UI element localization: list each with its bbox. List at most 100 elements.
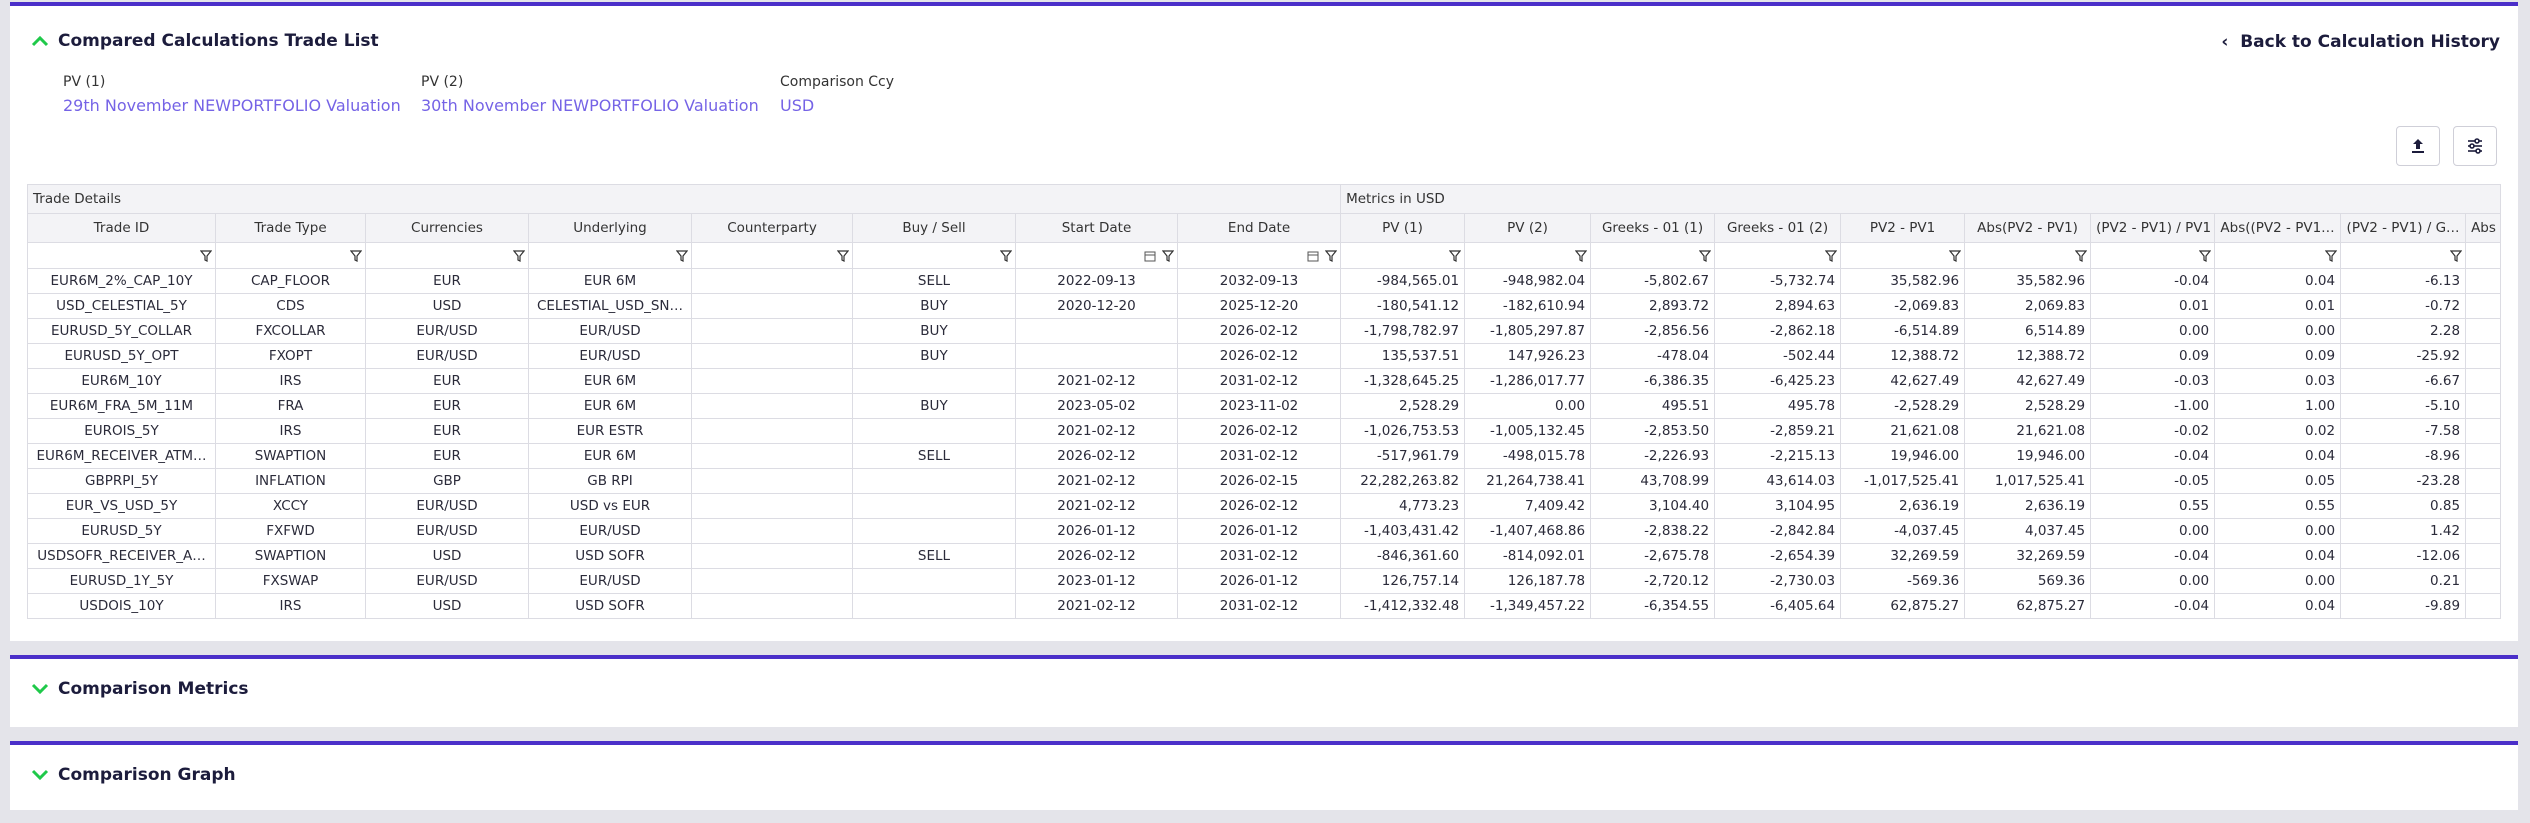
filter-icon[interactable] xyxy=(1948,249,1962,262)
table-row[interactable]: GBPRPI_5Y INFLATION GBP GB RPI 2021-02-12 202… xyxy=(27,468,2502,494)
settings-button[interactable] xyxy=(2453,126,2497,166)
export-button[interactable] xyxy=(2396,126,2440,166)
table-cell: 2026-01-12 xyxy=(1176,518,1342,544)
table-row[interactable]: USDOIS_10Y IRS USD USD SOFR 2021-02-12 2031-0… xyxy=(27,593,2502,619)
column-header[interactable]: PV2 - PV1 xyxy=(1840,213,1966,243)
table-cell: -1,026,753.53 xyxy=(1340,418,1466,444)
table-row[interactable]: EURUSD_1Y_5Y FXSWAP EUR/USD EUR/USD 2023-01-… xyxy=(27,568,2502,594)
filter-icon[interactable] xyxy=(1448,249,1462,262)
column-header[interactable]: Abs((PV2 - PV1… xyxy=(2214,213,2342,243)
column-header[interactable]: PV (1) xyxy=(1340,213,1466,243)
column-header[interactable]: (PV2 - PV1) / PV1 xyxy=(2090,213,2216,243)
column-header[interactable]: Buy / Sell xyxy=(852,213,1016,243)
collapse-icon[interactable] xyxy=(30,34,50,48)
table-row[interactable]: EURUSD_5Y_OPT FXOPT EUR/USD EUR/USD BUY 2026-… xyxy=(27,343,2502,369)
table-cell: -1,017,525.41 xyxy=(1840,468,1966,494)
table-cell: USD xyxy=(365,543,529,569)
filter-icon[interactable] xyxy=(2198,249,2212,262)
table-cell: 0.00 xyxy=(2090,318,2216,344)
table-cell: 2,893.72 xyxy=(1590,293,1716,319)
column-header[interactable]: Trade Type xyxy=(215,213,366,243)
filter-icon[interactable] xyxy=(1144,250,1156,262)
table-row[interactable]: USDSOFR_RECEIVER_A… SWAPTION USD USD SOFR SE… xyxy=(27,543,2502,569)
filter-icon[interactable] xyxy=(1824,249,1838,262)
table-cell: -0.04 xyxy=(2090,593,2216,619)
column-filter[interactable] xyxy=(1840,242,1966,269)
field-label: Comparison Ccy xyxy=(780,74,895,90)
column-filter[interactable] xyxy=(2090,242,2216,269)
column-header[interactable]: Greeks - 01 (2) xyxy=(1714,213,1842,243)
column-header[interactable]: Counterparty xyxy=(691,213,853,243)
column-filter[interactable] xyxy=(2340,242,2467,269)
column-header[interactable]: PV (2) xyxy=(1464,213,1592,243)
filter-icon[interactable] xyxy=(349,249,363,262)
filter-icon[interactable] xyxy=(675,249,689,262)
table-cell: -1,805,297.87 xyxy=(1464,318,1592,344)
column-filter[interactable] xyxy=(215,242,366,269)
table-cell xyxy=(691,268,853,294)
column-filter[interactable] xyxy=(1590,242,1716,269)
filter-icon[interactable] xyxy=(1324,249,1338,262)
table-cell: -1,798,782.97 xyxy=(1340,318,1466,344)
column-filter[interactable] xyxy=(1015,242,1178,269)
column-filter[interactable] xyxy=(528,242,692,269)
filter-icon[interactable] xyxy=(2074,249,2088,262)
filter-icon[interactable] xyxy=(199,249,213,262)
back-link-text[interactable]: Back to Calculation History xyxy=(2240,32,2500,52)
table-row[interactable]: EUR6M_10Y IRS EUR EUR 6M 2021-02-12 2031-02-1… xyxy=(27,368,2502,394)
column-filter[interactable] xyxy=(365,242,529,269)
field-value[interactable]: 30th November NEWPORTFOLIO Valuation xyxy=(421,96,759,115)
column-header[interactable]: Greeks - 01 (1) xyxy=(1590,213,1716,243)
expand-icon[interactable] xyxy=(30,768,50,782)
section-title[interactable]: Comparison Graph xyxy=(58,765,236,785)
table-cell: 12,388.72 xyxy=(1840,343,1966,369)
column-header[interactable]: (PV2 - PV1) / G… xyxy=(2340,213,2467,243)
table-row[interactable]: EUR6M_RECEIVER_ATM… SWAPTION EUR EUR 6M SELL… xyxy=(27,443,2502,469)
column-filter[interactable] xyxy=(1176,242,1342,269)
column-filter[interactable] xyxy=(27,242,216,269)
table-row[interactable]: EUROIS_5Y IRS EUR EUR ESTR 2021-02-12 2026-02… xyxy=(27,418,2502,444)
table-cell: USDOIS_10Y xyxy=(27,593,216,619)
section-title[interactable]: Comparison Metrics xyxy=(58,679,249,699)
column-filter[interactable] xyxy=(2465,242,2502,269)
field-value[interactable]: USD xyxy=(780,96,815,115)
table-row[interactable]: EURUSD_5Y_COLLAR FXCOLLAR EUR/USD EUR/USD BU… xyxy=(27,318,2502,344)
column-filter[interactable] xyxy=(1464,242,1592,269)
table-row[interactable]: EUR6M_FRA_5M_11M FRA EUR EUR 6M BUY 2023-05-0… xyxy=(27,393,2502,419)
table-cell xyxy=(691,368,853,394)
table-row[interactable]: USD_CELESTIAL_5Y CDS USD CELESTIAL_USD_SN… B… xyxy=(27,293,2502,319)
column-filter[interactable] xyxy=(1714,242,1842,269)
filter-icon[interactable] xyxy=(1161,249,1175,262)
field-value[interactable]: 29th November NEWPORTFOLIO Valuation xyxy=(63,96,401,115)
table-row[interactable]: EUR_VS_USD_5Y XCCY EUR/USD USD vs EUR 2021-0… xyxy=(27,493,2502,519)
filter-icon[interactable] xyxy=(2449,249,2463,262)
filter-icon[interactable] xyxy=(1307,250,1319,262)
column-filter[interactable] xyxy=(852,242,1016,269)
filter-icon[interactable] xyxy=(512,249,526,262)
column-header[interactable]: Abs xyxy=(2465,213,2502,243)
table-cell: USD SOFR xyxy=(528,593,692,619)
back-link[interactable]: ‹ Back to Calculation History xyxy=(2221,32,2500,52)
filter-icon[interactable] xyxy=(999,249,1013,262)
table-row[interactable]: EURUSD_5Y FXFWD EUR/USD EUR/USD 2026-01-12 20… xyxy=(27,518,2502,544)
filter-icon[interactable] xyxy=(836,249,850,262)
column-header[interactable]: End Date xyxy=(1176,213,1342,243)
column-filter[interactable] xyxy=(1964,242,2092,269)
table-row[interactable]: EUR6M_2%_CAP_10Y CAP_FLOOR EUR EUR 6M SELL 20… xyxy=(27,268,2502,294)
expand-icon[interactable] xyxy=(30,682,50,696)
column-header[interactable]: Underlying xyxy=(528,213,692,243)
table-cell: -0.05 xyxy=(2090,468,2216,494)
column-header[interactable]: Currencies xyxy=(365,213,529,243)
column-filter[interactable] xyxy=(691,242,853,269)
column-header[interactable]: Abs(PV2 - PV1) xyxy=(1964,213,2092,243)
column-header[interactable]: Trade ID xyxy=(27,213,216,243)
column-filter[interactable] xyxy=(1340,242,1466,269)
filter-icon[interactable] xyxy=(1574,249,1588,262)
filter-icon[interactable] xyxy=(1698,249,1712,262)
filter-icon[interactable] xyxy=(2324,249,2338,262)
column-header[interactable]: Start Date xyxy=(1015,213,1178,243)
field-label: PV (1) xyxy=(63,74,106,90)
column-filter[interactable] xyxy=(2214,242,2342,269)
table-cell: EUR/USD xyxy=(365,518,529,544)
